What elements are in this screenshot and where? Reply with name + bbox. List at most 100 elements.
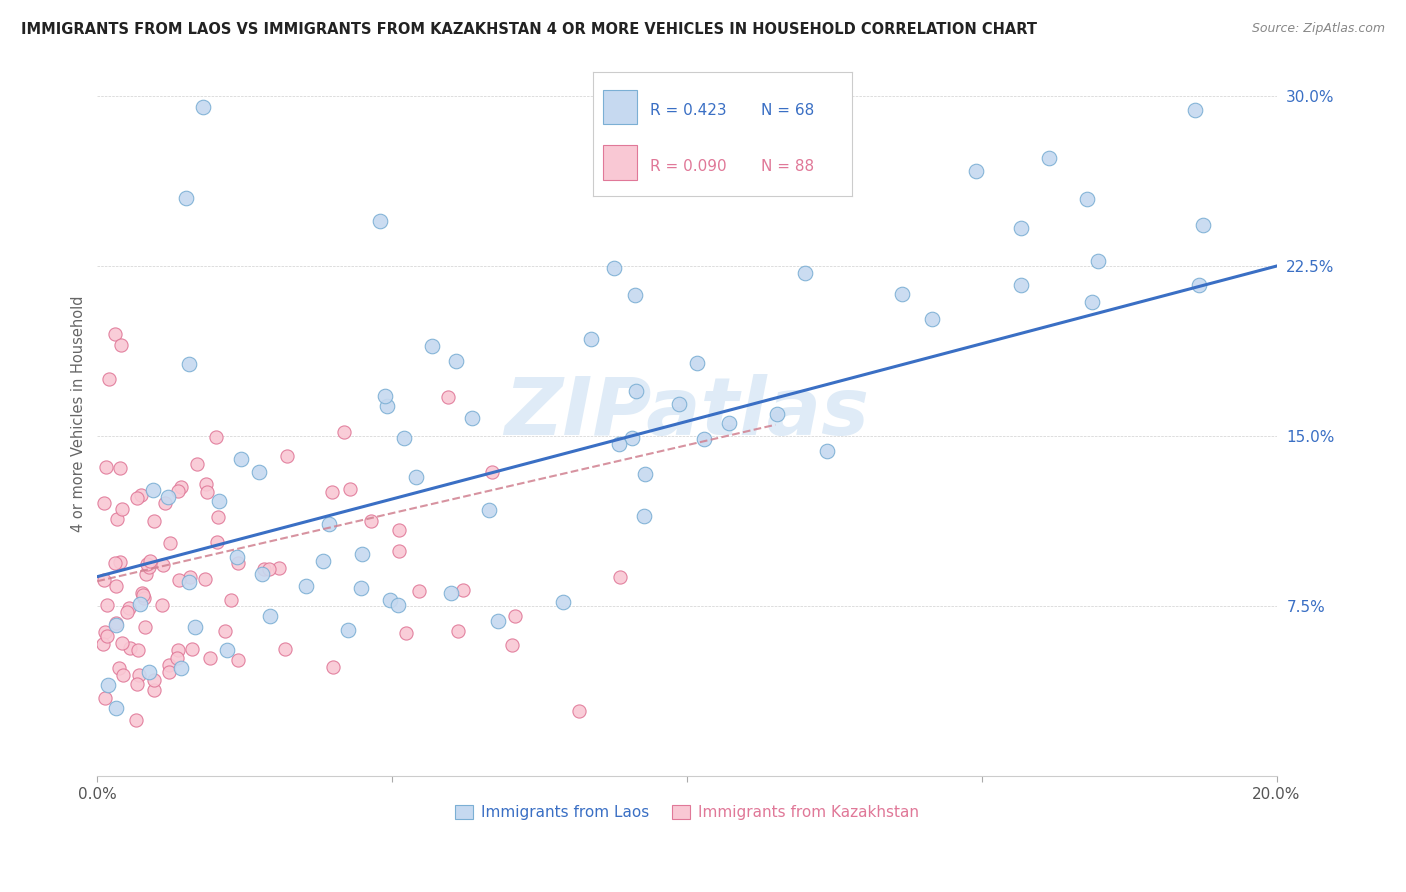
Point: [370, 213, 392, 227]
Point: [134, 591, 156, 605]
Point: [96, 678, 118, 692]
Point: [294, 579, 316, 593]
Point: [105, 512, 128, 526]
Point: [157, 658, 180, 673]
Point: [150, 599, 173, 613]
Point: [501, 639, 523, 653]
Point: [378, 593, 401, 607]
Point: [794, 266, 817, 280]
Point: [375, 400, 398, 414]
Point: [311, 554, 333, 568]
Point: [177, 574, 200, 589]
Point: [668, 397, 690, 411]
Point: [111, 502, 134, 516]
Point: [167, 483, 190, 498]
Point: [253, 561, 276, 575]
Point: [129, 488, 152, 502]
Point: [118, 600, 141, 615]
Point: [965, 164, 987, 178]
Point: [194, 573, 217, 587]
Point: [624, 384, 647, 398]
Text: ZIPatlas: ZIPatlas: [505, 375, 869, 452]
Point: [333, 425, 356, 440]
Point: [208, 494, 231, 508]
Point: [186, 457, 208, 471]
Point: [1087, 253, 1109, 268]
Point: [276, 450, 298, 464]
Point: [195, 484, 218, 499]
Point: [229, 451, 252, 466]
Point: [1081, 295, 1104, 310]
Point: [131, 586, 153, 600]
Point: [711, 127, 734, 141]
Point: [766, 407, 789, 421]
Point: [179, 570, 201, 584]
Point: [1192, 218, 1215, 232]
Point: [159, 535, 181, 549]
Point: [128, 668, 150, 682]
Point: [339, 483, 361, 497]
Point: [337, 623, 360, 637]
Point: [374, 389, 396, 403]
Point: [219, 593, 242, 607]
Point: [96, 629, 118, 643]
Point: [247, 466, 270, 480]
Point: [110, 555, 132, 569]
Point: [1010, 277, 1032, 292]
Point: [128, 597, 150, 611]
Point: [318, 517, 340, 532]
Point: [1038, 151, 1060, 165]
Point: [167, 574, 190, 588]
Point: [225, 550, 247, 565]
Point: [360, 514, 382, 528]
Point: [174, 191, 197, 205]
Point: [98, 372, 121, 386]
Point: [408, 583, 430, 598]
Point: [259, 608, 281, 623]
Point: [93, 496, 115, 510]
Point: [267, 561, 290, 575]
Point: [108, 661, 131, 675]
Point: [461, 410, 484, 425]
Point: [177, 357, 200, 371]
Point: [207, 509, 229, 524]
Point: [104, 327, 127, 342]
Point: [105, 616, 128, 631]
Point: [388, 544, 411, 558]
Point: [104, 701, 127, 715]
Point: [91, 637, 114, 651]
Point: [120, 640, 142, 655]
Point: [486, 614, 509, 628]
Point: [352, 547, 374, 561]
Point: [387, 598, 409, 612]
Point: [1076, 192, 1098, 206]
Point: [1010, 220, 1032, 235]
Point: [437, 391, 460, 405]
Point: [181, 641, 204, 656]
Point: [124, 713, 146, 727]
Point: [686, 356, 709, 370]
Text: Source: ZipAtlas.com: Source: ZipAtlas.com: [1251, 22, 1385, 36]
Point: [135, 566, 157, 581]
Point: [274, 642, 297, 657]
Point: [257, 562, 280, 576]
Point: [693, 432, 716, 446]
Point: [603, 260, 626, 275]
Point: [143, 682, 166, 697]
Point: [226, 556, 249, 570]
Point: [620, 431, 643, 445]
Point: [127, 491, 149, 505]
Point: [132, 588, 155, 602]
Point: [96, 460, 118, 475]
Point: [205, 535, 228, 549]
Point: [127, 643, 149, 657]
Point: [392, 431, 415, 445]
Point: [890, 287, 912, 301]
Point: [440, 586, 463, 600]
Point: [94, 624, 117, 639]
Point: [214, 624, 236, 639]
Point: [921, 311, 943, 326]
Point: [226, 653, 249, 667]
Point: [198, 651, 221, 665]
Point: [142, 514, 165, 528]
